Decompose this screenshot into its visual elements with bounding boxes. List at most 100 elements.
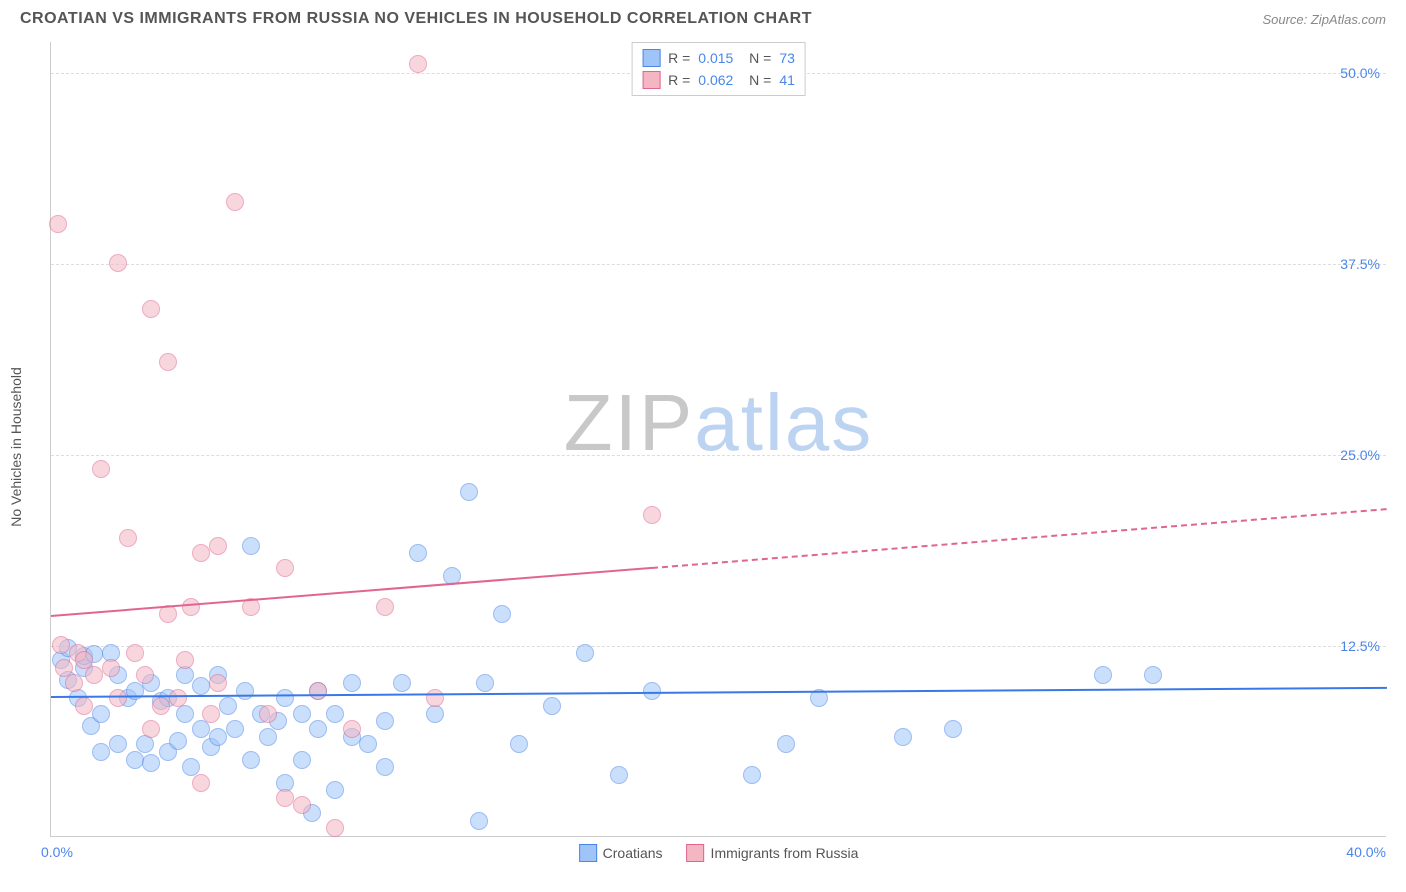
data-point — [209, 537, 227, 555]
data-point — [326, 819, 344, 837]
data-point — [376, 712, 394, 730]
data-point — [136, 666, 154, 684]
data-point — [176, 651, 194, 669]
data-point — [1144, 666, 1162, 684]
data-point — [393, 674, 411, 692]
x-tick-min: 0.0% — [41, 844, 73, 860]
data-point — [85, 666, 103, 684]
data-point — [610, 766, 628, 784]
data-point — [510, 735, 528, 753]
data-point — [65, 674, 83, 692]
data-point — [192, 544, 210, 562]
legend-swatch — [579, 844, 597, 862]
data-point — [777, 735, 795, 753]
y-tick-label: 50.0% — [1340, 65, 1380, 81]
data-point — [126, 644, 144, 662]
data-point — [944, 720, 962, 738]
data-point — [259, 728, 277, 746]
data-point — [236, 682, 254, 700]
data-point — [543, 697, 561, 715]
data-point — [109, 254, 127, 272]
data-point — [169, 732, 187, 750]
data-point — [182, 598, 200, 616]
legend-row: R = 0.062 N = 41 — [642, 69, 795, 91]
data-point — [309, 720, 327, 738]
x-tick-max: 40.0% — [1346, 844, 1386, 860]
legend-swatch — [642, 49, 660, 67]
data-point — [643, 682, 661, 700]
data-point — [409, 55, 427, 73]
data-point — [293, 796, 311, 814]
data-point — [376, 758, 394, 776]
data-point — [293, 751, 311, 769]
data-point — [343, 674, 361, 692]
chart-title: CROATIAN VS IMMIGRANTS FROM RUSSIA NO VE… — [20, 10, 812, 28]
data-point — [293, 705, 311, 723]
data-point — [743, 766, 761, 784]
data-point — [409, 544, 427, 562]
data-point — [109, 735, 127, 753]
y-axis-label: No Vehicles in Household — [8, 367, 24, 527]
plot-area: ZIPatlas R = 0.015 N = 73 R = 0.062 N = … — [50, 42, 1386, 837]
data-point — [202, 705, 220, 723]
data-point — [460, 483, 478, 501]
data-point — [209, 728, 227, 746]
data-point — [142, 300, 160, 318]
data-point — [343, 720, 361, 738]
data-point — [126, 751, 144, 769]
data-point — [192, 677, 210, 695]
data-point — [142, 754, 160, 772]
data-point — [259, 705, 277, 723]
data-point — [209, 674, 227, 692]
chart-container: No Vehicles in Household ZIPatlas R = 0.… — [50, 42, 1386, 852]
data-point — [493, 605, 511, 623]
data-point — [576, 644, 594, 662]
legend-swatch — [642, 71, 660, 89]
data-point — [470, 812, 488, 830]
data-point — [142, 720, 160, 738]
legend-row: R = 0.015 N = 73 — [642, 47, 795, 69]
data-point — [1094, 666, 1112, 684]
gridline — [51, 455, 1386, 456]
data-point — [92, 705, 110, 723]
chart-source: Source: ZipAtlas.com — [1262, 12, 1386, 27]
data-point — [643, 506, 661, 524]
data-point — [92, 460, 110, 478]
data-point — [242, 537, 260, 555]
chart-header: CROATIAN VS IMMIGRANTS FROM RUSSIA NO VE… — [0, 0, 1406, 32]
data-point — [426, 689, 444, 707]
data-point — [119, 529, 137, 547]
data-point — [192, 774, 210, 792]
legend-swatch — [687, 844, 705, 862]
data-point — [159, 353, 177, 371]
data-point — [102, 659, 120, 677]
y-tick-label: 37.5% — [1340, 256, 1380, 272]
data-point — [75, 697, 93, 715]
data-point — [192, 720, 210, 738]
legend-item: Croatians — [579, 844, 663, 862]
data-point — [49, 215, 67, 233]
data-point — [359, 735, 377, 753]
data-point — [52, 636, 70, 654]
data-point — [326, 781, 344, 799]
legend-series: Croatians Immigrants from Russia — [579, 844, 859, 862]
data-point — [226, 720, 244, 738]
data-point — [276, 559, 294, 577]
data-point — [276, 789, 294, 807]
data-point — [326, 705, 344, 723]
legend-item: Immigrants from Russia — [687, 844, 859, 862]
data-point — [169, 689, 187, 707]
data-point — [376, 598, 394, 616]
data-point — [242, 751, 260, 769]
legend-correlation: R = 0.015 N = 73 R = 0.062 N = 41 — [631, 42, 806, 96]
data-point — [276, 689, 294, 707]
data-point — [894, 728, 912, 746]
gridline — [51, 264, 1386, 265]
data-point — [476, 674, 494, 692]
trend-line — [652, 508, 1387, 569]
data-point — [109, 689, 127, 707]
data-point — [309, 682, 327, 700]
data-point — [226, 193, 244, 211]
trend-line — [51, 567, 652, 617]
data-point — [152, 697, 170, 715]
